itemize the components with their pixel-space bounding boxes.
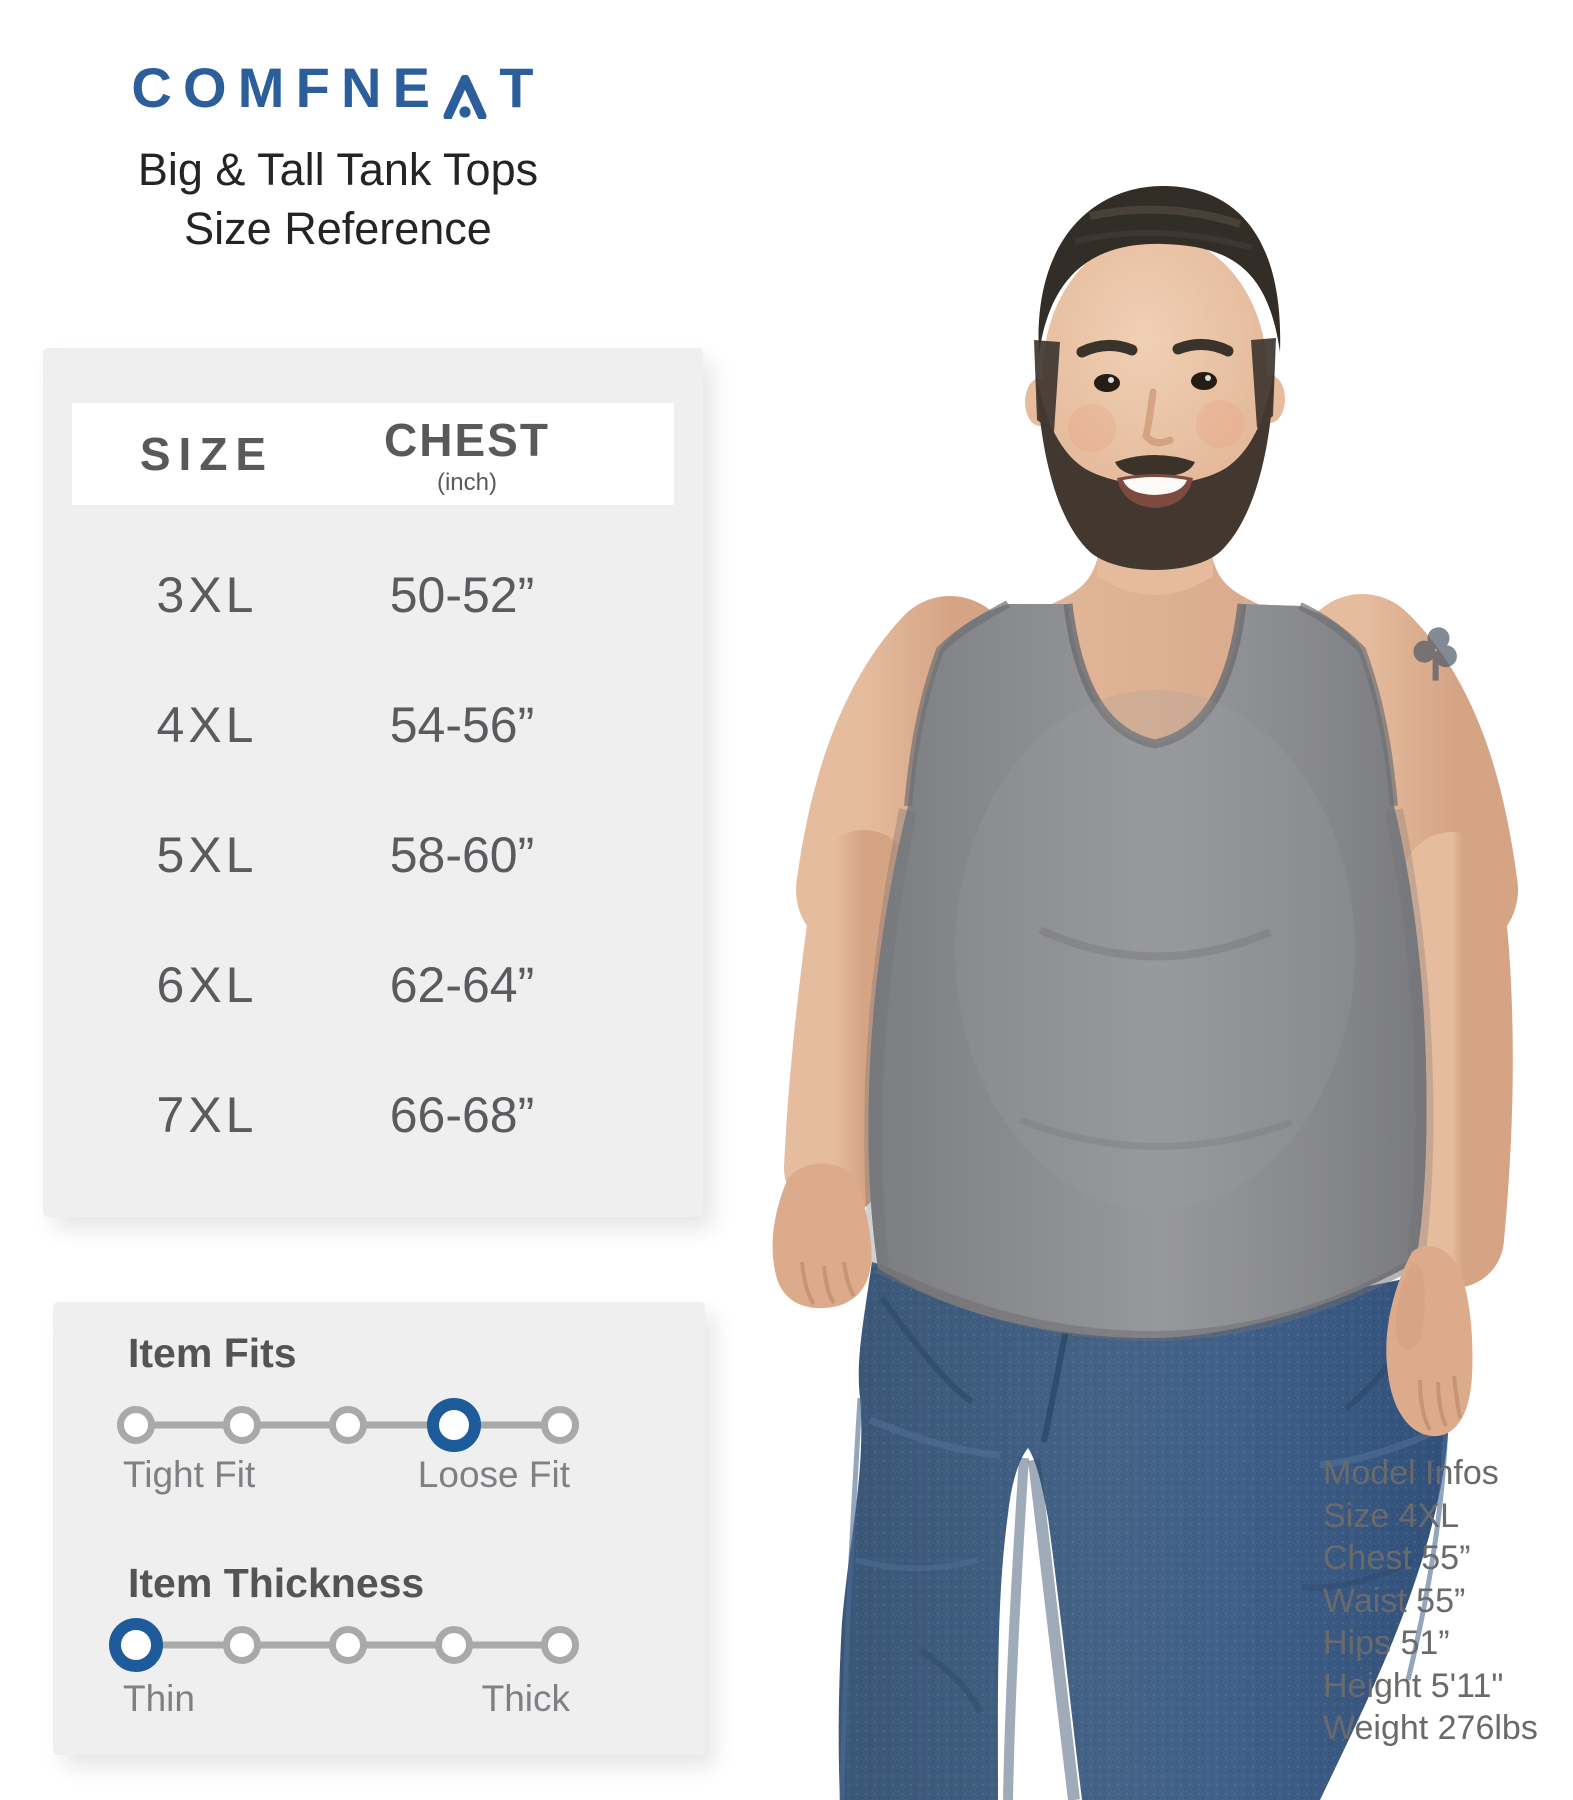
page-title-line1: Big & Tall Tank Tops [137, 144, 539, 195]
thin-label: Thin [123, 1678, 195, 1719]
row-chest: 50-52” [389, 567, 535, 623]
slider-dot-selected [427, 1398, 481, 1452]
size-table-panel: SIZE CHEST (inch) 3XL 50-52” 4XL 54-56” … [43, 348, 703, 1217]
model-photo [772, 186, 1518, 1800]
slider-dot [541, 1406, 579, 1444]
comfneat-logo: COMFNE T [131, 56, 545, 121]
model-info-line: Hips 51” [1323, 1624, 1450, 1662]
slider-dot-selected [109, 1618, 163, 1672]
tight-fit-label: Tight Fit [123, 1454, 256, 1495]
row-size: 3XL [156, 567, 258, 623]
slider-dot [329, 1626, 367, 1664]
header-chest: CHEST (inch) [342, 413, 592, 497]
row-size: 4XL [156, 697, 258, 753]
row-chest: 54-56” [389, 697, 535, 753]
table-row: 7XL 66-68” [43, 1050, 703, 1180]
slider-dot [435, 1626, 473, 1664]
table-row: 4XL 54-56” [43, 660, 703, 790]
logo-caret-a-icon [443, 72, 487, 121]
size-table: 3XL 50-52” 4XL 54-56” 5XL 58-60” 6XL 62-… [43, 530, 703, 1180]
header-size: SIZE [139, 428, 275, 480]
header-chest-label: CHEST [384, 414, 550, 466]
loose-fit-label: Loose Fit [417, 1454, 570, 1495]
logo-text-right: T [499, 56, 545, 119]
logo-text-left: COMFNE [131, 56, 442, 119]
row-size: 6XL [156, 957, 258, 1013]
model-info-line: Size 4XL [1323, 1496, 1460, 1535]
page-title-line2: Size Reference [184, 203, 492, 255]
thick-label: Thick [481, 1678, 570, 1719]
slider-dot [117, 1406, 155, 1444]
model-info-line: Model Infos [1323, 1454, 1499, 1492]
page-title: Big & Tall Tank Tops Size Reference [38, 140, 638, 259]
row-size: 7XL [156, 1087, 258, 1143]
table-row: 6XL 62-64” [43, 920, 703, 1050]
item-fits-label: Item Fits [128, 1330, 297, 1376]
row-chest: 62-64” [389, 957, 535, 1013]
slider-dot [329, 1406, 367, 1444]
brand-block: COMFNE T Big & Tall Tank Tops Size Refer… [38, 60, 638, 259]
model-info-line: Weight 276lbs [1323, 1709, 1538, 1747]
row-chest: 58-60” [389, 827, 535, 883]
fit-info-panel: Item Fits Tight Fit Loose Fit Item Thick… [53, 1302, 705, 1755]
model-info-line: Waist 55” [1323, 1581, 1466, 1620]
model-info-line: Height 5'11" [1323, 1666, 1504, 1705]
table-row: 5XL 58-60” [43, 790, 703, 920]
row-chest: 66-68” [389, 1087, 535, 1143]
slider-dot [223, 1406, 261, 1444]
item-thickness-label: Item Thickness [128, 1560, 425, 1606]
row-size: 5XL [156, 827, 258, 883]
model-info-line: Chest 55” [1323, 1539, 1471, 1577]
model-info: Model Infos Size 4XL Chest 55” Waist 55”… [1323, 1452, 1538, 1750]
table-row: 3XL 50-52” [43, 530, 703, 660]
slider-dot [541, 1626, 579, 1664]
slider-dot [223, 1626, 261, 1664]
size-table-header: SIZE CHEST (inch) [72, 403, 674, 505]
item-fits-slider [117, 1398, 579, 1452]
header-chest-unit: (inch) [436, 469, 497, 496]
item-thickness-slider [109, 1618, 579, 1672]
